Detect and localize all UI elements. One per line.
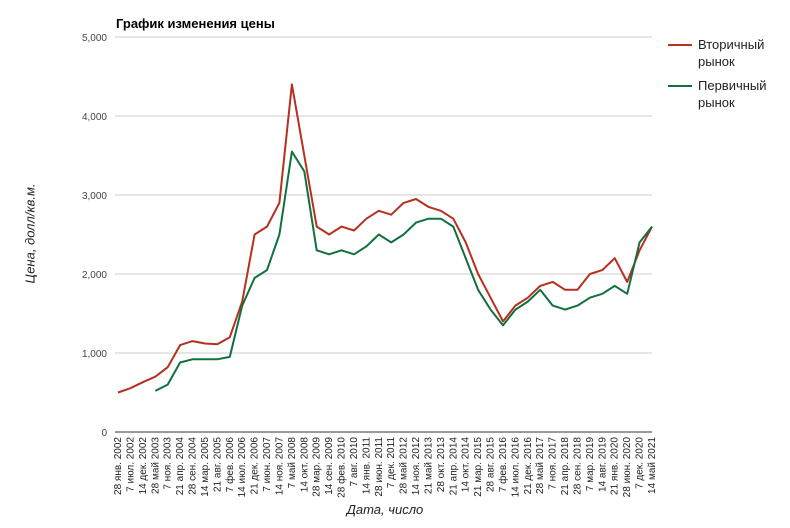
chart-title: График изменения цены [116,16,275,31]
x-tick-label: 14 мар. 2005 [200,437,211,497]
x-tick-label: 21 янв. 2020 [610,437,621,495]
x-tick-label: 28 янв. 2002 [113,437,124,495]
x-tick-label: 14 май 2021 [647,437,658,494]
x-tick-label: 21 май 2013 [423,437,434,494]
x-tick-label: 28 май 2003 [150,437,161,494]
x-tick-label: 14 авг. 2019 [597,437,608,492]
legend-swatch [668,44,692,46]
x-tick-label: 21 авг. 2005 [212,437,223,492]
x-tick-label: 7 дек. 2020 [635,437,646,489]
x-tick-label: 14 янв. 2011 [361,437,372,495]
x-tick-label: 28 июн. 2020 [622,437,633,498]
x-tick-label: 21 дек. 2006 [250,437,261,495]
x-tick-label: 7 июн. 2007 [262,437,273,492]
x-tick-label: 7 мар. 2019 [585,437,596,492]
series-line-1 [154,150,653,392]
x-tick-label: 14 ноя. 2012 [411,437,422,496]
x-tick-label: 14 июл. 2016 [510,437,521,498]
x-tick-label: 21 дек. 2016 [523,437,534,495]
x-tick-label: 28 фев. 2010 [336,437,348,498]
x-tick-label: 14 сен. 2009 [324,437,335,495]
y-tick-label: 3,000 [82,191,107,202]
x-tick-label: 7 ноя. 2017 [548,437,559,490]
x-tick-label: 28 июн. 2011 [374,437,385,497]
x-tick-label: 28 мар. 2009 [312,437,323,497]
x-tick-label: 7 май 2008 [287,437,298,489]
x-tick-label: 28 окт. 2013 [436,437,447,493]
x-tick-label: 7 ноя. 2003 [163,437,174,490]
y-tick-label: 1,000 [82,349,107,360]
x-tick-label: 28 сен. 2004 [188,437,199,495]
x-tick-label: 7 фев. 2006 [224,437,236,493]
y-tick-label: 5,000 [82,33,107,44]
x-tick-label: 21 мар. 2015 [473,437,484,497]
x-tick-label: 28 авг. 2015 [486,437,497,492]
legend-label: Вторичный рынок [698,37,765,69]
x-tick-label: 14 окт. 2008 [299,437,310,493]
x-tick-label: 21 апр. 2018 [560,437,571,496]
x-tick-label: 7 дек. 2011 [386,437,397,489]
legend-item-secondary[interactable]: Вторичный рынок [668,36,788,70]
x-tick-label: 14 окт. 2014 [461,437,472,493]
legend-swatch [668,85,692,87]
legend-item-primary[interactable]: Первичный рынок [668,77,788,111]
series-line-0 [117,83,653,394]
x-tick-label: 28 май 2017 [535,437,546,494]
x-tick-label: 14 ноя. 2007 [274,437,285,496]
x-tick-label: 7 фев. 2016 [497,437,509,493]
legend-label: Первичный рынок [698,78,767,110]
y-tick-label: 0 [101,428,107,439]
x-tick-label: 28 сен. 2018 [572,437,583,495]
x-tick-label: 21 апр. 2004 [175,437,186,496]
x-tick-label: 28 май 2012 [399,437,410,494]
x-tick-label: 14 дек. 2002 [138,437,149,495]
x-tick-label: 21 апр. 2014 [448,437,459,496]
y-tick-label: 4,000 [82,112,107,123]
x-tick-label: 7 авг. 2010 [349,437,360,487]
x-axis-label: Дата, число [346,502,424,517]
x-tick-label: 7 июл. 2002 [125,437,136,492]
y-tick-label: 2,000 [82,270,107,281]
x-tick-label: 14 июл. 2006 [237,437,248,498]
